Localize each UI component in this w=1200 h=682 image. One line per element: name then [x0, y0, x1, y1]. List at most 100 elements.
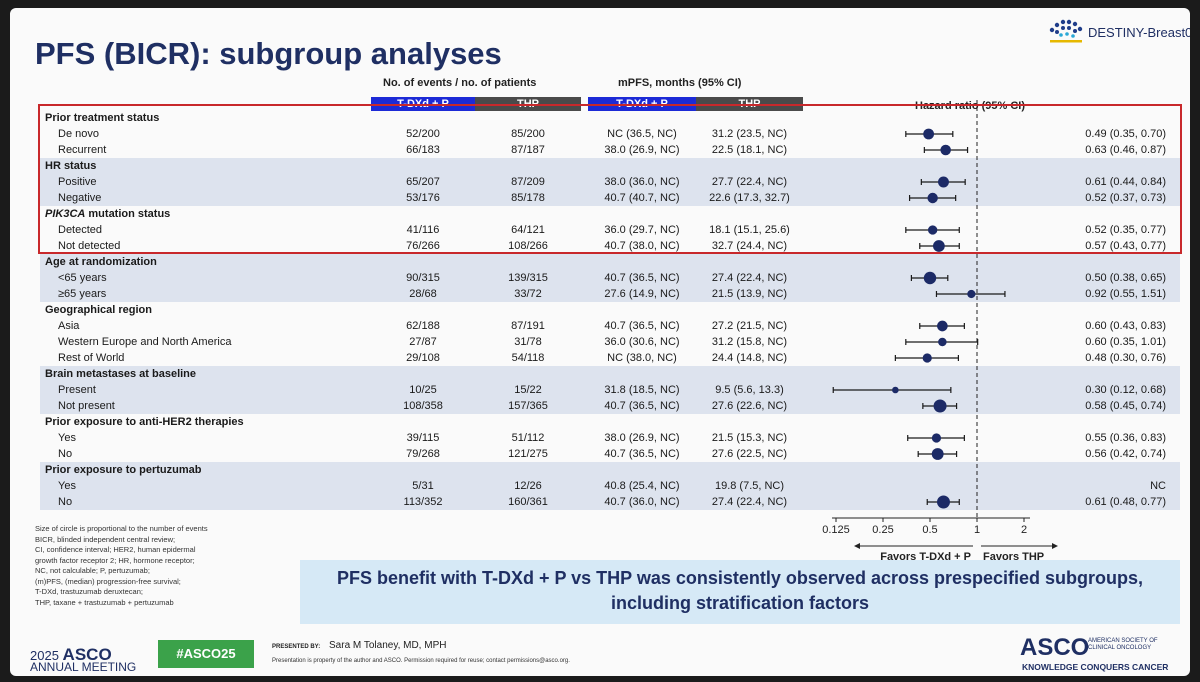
events-arm2: 87/191 — [511, 320, 545, 332]
events-arm2: 121/275 — [508, 448, 548, 460]
events-arm2: 64/121 — [511, 224, 545, 236]
mpfs-arm2: 21.5 (13.9, NC) — [711, 288, 788, 300]
hr-point — [933, 399, 947, 413]
presented-by: PRESENTED BY: Sara M Tolaney, MD, MPH — [272, 640, 446, 651]
events-arm1: 5/31 — [412, 480, 434, 492]
meeting-sub: ANNUAL MEETING — [30, 660, 137, 674]
events-arm1: 108/358 — [403, 400, 443, 412]
subgroup-label: Rest of World — [58, 352, 125, 364]
group-header: PIK3CA mutation status — [45, 208, 170, 220]
mpfs-arm2: 22.5 (18.1, NC) — [711, 144, 788, 156]
subgroup-label: Asia — [58, 320, 80, 332]
subgroup-label: De novo — [58, 128, 99, 140]
hr-point — [967, 289, 976, 299]
group-header: Prior exposure to anti-HER2 therapies — [45, 416, 244, 428]
hr-ci-text: 0.57 (0.43, 0.77) — [1085, 240, 1166, 252]
subgroup-label: <65 years — [58, 272, 107, 284]
mpfs-arm1: 36.0 (29.7, NC) — [604, 224, 680, 236]
favors-left-arrowhead — [854, 543, 860, 549]
hr-header: Hazard ratio (95% CI) — [915, 100, 1026, 112]
events-arm2: 139/315 — [508, 272, 548, 284]
mpfs-arm2: 27.4 (22.4, NC) — [711, 272, 788, 284]
events-arm2: 85/178 — [511, 192, 545, 204]
subgroup-label: Western Europe and North America — [58, 336, 232, 348]
mpfs-arm1: 40.8 (25.4, NC) — [604, 480, 680, 492]
mpfs-arm2: 9.5 (5.6, 13.3) — [715, 384, 784, 396]
hr-point — [923, 271, 937, 285]
mpfs-arm2: 31.2 (23.5, NC) — [711, 128, 788, 140]
subgroup-label: Recurrent — [58, 144, 107, 156]
footnote-line: CI, confidence interval; HER2, human epi… — [35, 545, 196, 554]
mpfs-arm1: 40.7 (40.7, NC) — [604, 192, 680, 204]
events-arm2: 51/112 — [511, 432, 545, 444]
hr-ci-text: 0.55 (0.36, 0.83) — [1085, 432, 1166, 444]
hr-point — [938, 176, 949, 188]
mpfs-arm1: 38.0 (36.0, NC) — [604, 176, 680, 188]
x-tick-label: 1 — [974, 524, 980, 536]
group-header: Prior treatment status — [45, 112, 160, 124]
mpfs-arm2: 32.7 (24.4, NC) — [711, 240, 788, 252]
mpfs-arm1: NC (38.0, NC) — [607, 352, 677, 364]
mpfs-arm1: 40.7 (36.5, NC) — [604, 320, 680, 332]
footnote: Size of circle is proportional to the nu… — [35, 524, 295, 608]
hr-point — [931, 448, 944, 460]
hr-point — [938, 337, 947, 347]
events-arm2: 15/22 — [514, 384, 542, 396]
events-arm1: 113/352 — [403, 496, 443, 508]
x-tick-label: 2 — [1021, 524, 1027, 536]
hr-ci-text: 0.52 (0.37, 0.73) — [1085, 192, 1166, 204]
mpfs-arm2: 24.4 (14.8, NC) — [711, 352, 788, 364]
footnote-line: BICR, blinded independent central review… — [35, 534, 176, 544]
events-arm1: 27/87 — [409, 336, 437, 348]
subgroup-label: Positive — [58, 176, 97, 188]
group-header-italic: PIK3CA — [45, 208, 86, 220]
subgroup-label: Not present — [58, 400, 115, 412]
mpfs-arm1: 31.8 (18.5, NC) — [604, 384, 680, 396]
hr-point — [892, 386, 899, 394]
subgroup-label: Negative — [58, 192, 102, 204]
hr-point — [932, 240, 945, 252]
mpfs-arm2: 22.6 (17.3, 32.7) — [709, 192, 790, 204]
hr-point — [927, 192, 938, 204]
events-arm1: 66/183 — [406, 144, 440, 156]
group-band — [40, 366, 1180, 414]
subgroup-label: Yes — [58, 432, 76, 444]
subgroup-label: Detected — [58, 224, 103, 236]
mpfs-arm1: 38.0 (26.9, NC) — [604, 432, 680, 444]
hr-point — [937, 320, 948, 332]
stratification-highlight-box — [38, 104, 1182, 254]
group-header: Prior exposure to pertuzumab — [45, 464, 202, 476]
events-arm2: 85/200 — [511, 128, 545, 140]
presented-by-label: PRESENTED BY: — [272, 644, 321, 650]
permission-note: Presentation is property of the author a… — [272, 658, 570, 664]
hr-ci-text: NC — [1150, 480, 1166, 492]
hr-ci-text: 0.58 (0.45, 0.74) — [1085, 400, 1166, 412]
subgroup-label: ≥65 years — [58, 288, 107, 300]
mpfs-arm1: 40.7 (36.5, NC) — [604, 448, 680, 460]
hr-point — [922, 353, 932, 363]
events-arm2: 157/365 — [508, 400, 548, 412]
favors-right-arrowhead — [1052, 543, 1058, 549]
mpfs-arm2: 27.2 (21.5, NC) — [711, 320, 788, 332]
meeting-year: 2025 — [30, 648, 59, 663]
mpfs-arm2: 27.7 (22.4, NC) — [711, 176, 788, 188]
hr-ci-text: 0.61 (0.44, 0.84) — [1085, 176, 1166, 188]
events-arm2: 87/209 — [511, 176, 545, 188]
subgroup-label: Present — [58, 384, 96, 396]
group-band — [40, 158, 1180, 206]
footnote-line: NC, not calculable; P, pertuzumab; — [35, 566, 150, 575]
events-arm1: 53/176 — [406, 192, 440, 204]
slide: DESTINY-Breast09 PFS (BICR): subgroup an… — [10, 8, 1190, 676]
hr-ci-text: 0.50 (0.38, 0.65) — [1085, 272, 1166, 284]
group-header: Brain metastases at baseline — [45, 368, 197, 380]
mpfs-arm1: 40.7 (36.0, NC) — [604, 496, 680, 508]
group-band — [40, 462, 1180, 510]
events-arm1: 62/188 — [406, 320, 440, 332]
group-header: Geographical region — [45, 304, 152, 316]
hashtag-badge: #ASCO25 — [158, 640, 254, 668]
destiny-logo-icon — [1049, 19, 1083, 43]
mpfs-arm2: 18.1 (15.1, 25.6) — [709, 224, 790, 236]
mpfs-arm2: 31.2 (15.8, NC) — [711, 336, 788, 348]
events-arm2: 160/361 — [508, 496, 548, 508]
